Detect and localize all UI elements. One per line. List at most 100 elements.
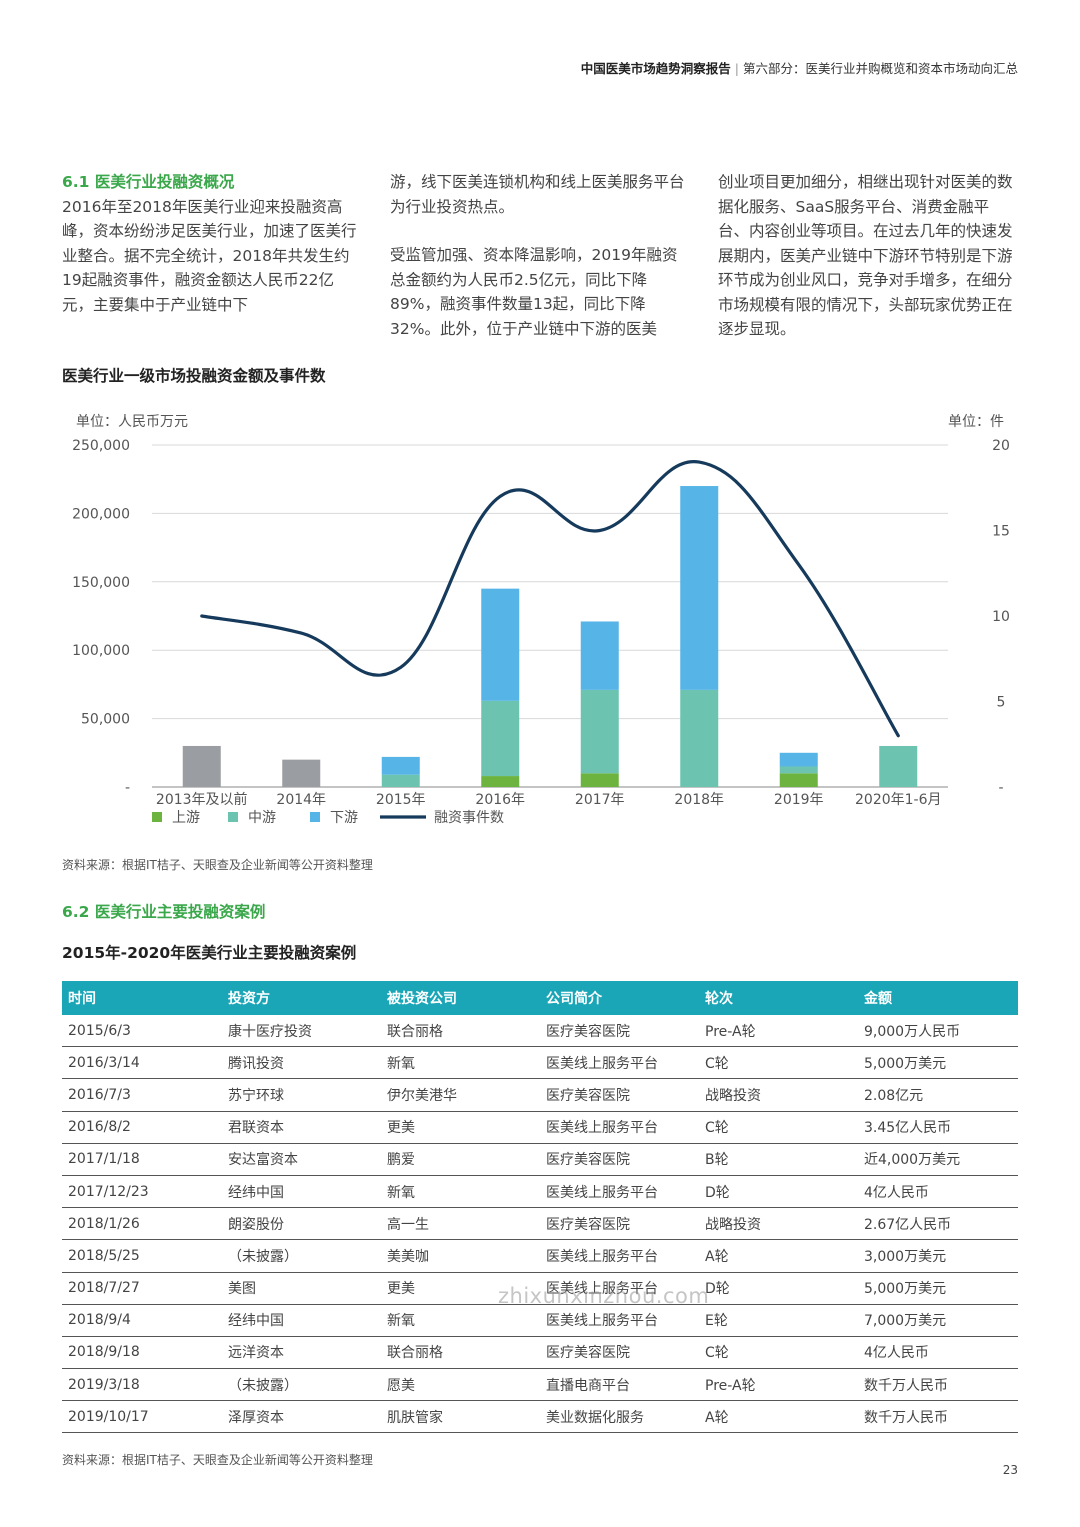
watermark: zhixunxinzhou.com <box>498 1284 710 1308</box>
bar-segment <box>381 756 420 775</box>
section-label: 第六部分：医美行业并购概览和资本市场动向汇总 <box>742 61 1018 76</box>
table-cell: 2018/7/27 <box>62 1272 222 1305</box>
table-cell: 3,000万美元 <box>858 1239 1018 1273</box>
legend-swatch <box>228 812 238 822</box>
table-cell: 美美咖 <box>381 1239 540 1273</box>
table-cell: A轮 <box>699 1239 858 1273</box>
table-cell: 医疗美容医院 <box>540 1336 699 1370</box>
table-cell: 近4,000万美元 <box>858 1143 1018 1176</box>
table-cell: 直播电商平台 <box>540 1368 699 1402</box>
left-axis-unit: 单位：人民币万元 <box>76 414 188 430</box>
header-time: 时间 <box>62 981 222 1015</box>
intro-paragraph-1: 2016年至2018年医美行业迎来投融资高峰，资本纷纷涉足医美行业，加速了医美行… <box>62 197 357 314</box>
table-cell: 远洋资本 <box>222 1336 381 1370</box>
y-tick-label: 150,000 <box>72 575 130 591</box>
table-cell: B轮 <box>699 1143 858 1176</box>
bar-segment <box>779 752 818 767</box>
table-cell: 2018/5/25 <box>62 1239 222 1273</box>
table-cell: 更美 <box>381 1111 540 1144</box>
y2-tick-label: 20 <box>992 438 1010 454</box>
table-cell: 2018/9/4 <box>62 1304 222 1337</box>
investment-cases-table: 时间 投资方 被投资公司 公司简介 轮次 金额 2015/6/3 康十医疗投资 联合… <box>62 981 1018 1434</box>
section-6-2-title: 6.2 医美行业主要投融资案例 <box>62 903 266 921</box>
table-cell: 医美线上服务平台 <box>540 1272 699 1305</box>
table-cell: 医疗美容医院 <box>540 1143 699 1176</box>
table-cell: （未披露） <box>222 1368 381 1402</box>
table-cell: 4亿人民币 <box>858 1336 1018 1370</box>
text-column-1: 6.1 医美行业投融资概况 2016年至2018年医美行业迎来投融资高峰，资本纷… <box>62 170 362 317</box>
y-tick-label: 100,000 <box>72 643 130 659</box>
chart-title: 医美行业一级市场投融资金额及事件数 <box>62 367 326 385</box>
table-cell: 2019/10/17 <box>62 1400 222 1434</box>
table-cell: Pre-A轮 <box>699 1015 858 1048</box>
table-cell: 2018/9/18 <box>62 1336 222 1370</box>
table-row: 2016/7/3 苏宁环球 伊尔美港华 医疗美容医院 战略投资 2.08亿元 <box>62 1078 1018 1112</box>
table-cell: 2.67亿人民币 <box>858 1207 1018 1241</box>
table-cell: 医美线上服务平台 <box>540 1046 699 1080</box>
bar-segment <box>580 621 619 690</box>
legend-label: 融资事件数 <box>434 810 504 826</box>
table-source-note: 资料来源：根据IT桔子、天眼查及企业新闻等公开资料整理 <box>62 1453 373 1467</box>
table-cell: 2015/6/3 <box>62 1015 222 1048</box>
table-cell: 鹏爱 <box>381 1143 540 1176</box>
table-cell: 腾讯投资 <box>222 1046 381 1080</box>
table-cell: 2016/3/14 <box>62 1046 222 1080</box>
table-cell: 联合丽格 <box>381 1336 540 1370</box>
table-cell: Pre-A轮 <box>699 1368 858 1402</box>
table-cell: 战略投资 <box>699 1078 858 1112</box>
table-cell: 安达富资本 <box>222 1143 381 1176</box>
table-cell: 康十医疗投资 <box>222 1015 381 1048</box>
x-tick-label: 2020年1-6月 <box>855 792 942 808</box>
table-cell: 9,000万人民币 <box>858 1015 1018 1048</box>
table-row: 2017/1/18 安达富资本 鹏爱 医疗美容医院 B轮 近4,000万美元 <box>62 1143 1018 1176</box>
table-cell: D轮 <box>699 1272 858 1305</box>
legend-label: 上游 <box>172 810 200 826</box>
table-row: 2018/5/25 （未披露） 美美咖 医美线上服务平台 A轮 3,000万美元 <box>62 1239 1018 1273</box>
table-row: 2018/7/27 美图 更美 医美线上服务平台 D轮 5,000万美元 <box>62 1272 1018 1305</box>
intro-paragraph-2: 游，线下医美连锁机构和线上医美服务平台为行业投资热点。 <box>390 173 685 216</box>
bar-segment <box>580 773 619 787</box>
table-cell: 2016/7/3 <box>62 1078 222 1112</box>
y-tick-label: 200,000 <box>72 506 130 522</box>
table-cell: 数千万人民币 <box>858 1400 1018 1434</box>
table-cell: 3.45亿人民币 <box>858 1111 1018 1144</box>
table-row: 2019/10/17 泽厚资本 肌肤管家 美业数据化服务 A轮 数千万人民币 <box>62 1400 1018 1434</box>
table-cell: 5,000万美元 <box>858 1272 1018 1305</box>
table-cell: 更美 <box>381 1272 540 1305</box>
bar-segment <box>779 773 818 787</box>
section-6-1-title: 6.1 医美行业投融资概况 <box>62 173 235 191</box>
bar-segment <box>481 588 520 701</box>
header-round: 轮次 <box>699 981 858 1015</box>
x-tick-label: 2017年 <box>575 792 625 808</box>
x-tick-label: 2019年 <box>774 792 824 808</box>
bar-segment <box>381 774 420 787</box>
table-cell: 7,000万美元 <box>858 1304 1018 1337</box>
table-cell: 数千万人民币 <box>858 1368 1018 1402</box>
table-cell: 医美线上服务平台 <box>540 1304 699 1337</box>
table-cell: 伊尔美港华 <box>381 1078 540 1112</box>
legend-label: 下游 <box>330 810 358 826</box>
page-number: 23 <box>1002 1463 1018 1477</box>
table-cell: 朗姿股份 <box>222 1207 381 1241</box>
legend-swatch <box>152 812 162 822</box>
table-cell: 愿美 <box>381 1368 540 1402</box>
legend-swatch <box>310 812 320 822</box>
bar-segment <box>879 745 918 787</box>
header-company: 被投资公司 <box>381 981 540 1015</box>
bar-segment <box>680 486 719 690</box>
table-row: 2016/3/14 腾讯投资 新氧 医美线上服务平台 C轮 5,000万美元 <box>62 1046 1018 1080</box>
y-tick-label: - <box>125 780 130 796</box>
table-cell: 战略投资 <box>699 1207 858 1241</box>
table-cell: 医疗美容医院 <box>540 1078 699 1112</box>
table-cell: 美业数据化服务 <box>540 1400 699 1434</box>
header-profile: 公司简介 <box>540 981 699 1015</box>
chart-source-note: 资料来源：根据IT桔子、天眼查及企业新闻等公开资料整理 <box>62 858 373 872</box>
table-cell: 肌肤管家 <box>381 1400 540 1434</box>
table-cell: 2.08亿元 <box>858 1078 1018 1112</box>
table-cell: C轮 <box>699 1336 858 1370</box>
x-tick-label: 2013年及以前 <box>156 791 248 808</box>
header-separator: | <box>734 61 739 76</box>
report-title: 中国医美市场趋势洞察报告 <box>580 61 731 76</box>
table-cell: C轮 <box>699 1111 858 1144</box>
bar-segment <box>481 700 520 777</box>
